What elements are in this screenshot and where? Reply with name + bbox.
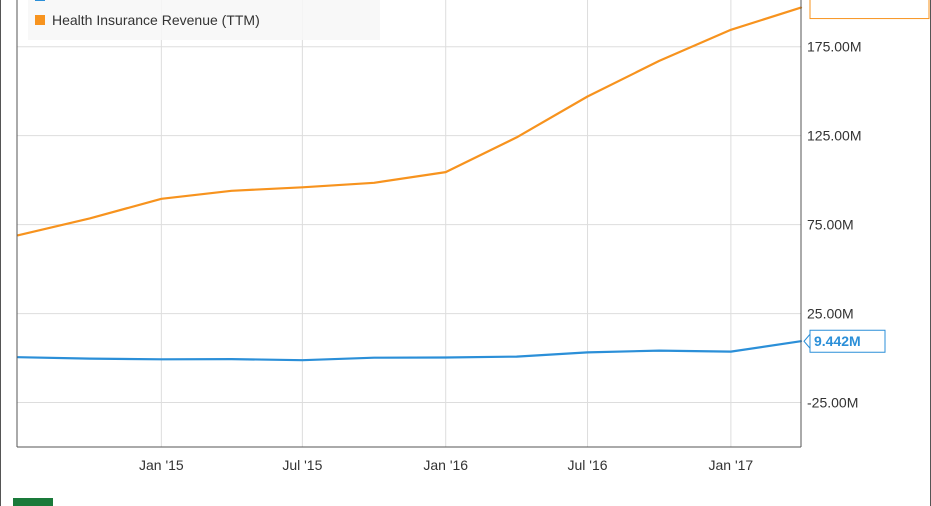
x-tick-label: Jan '16 bbox=[423, 457, 468, 473]
y-tick-label: 25.00M bbox=[807, 306, 854, 322]
grid-lines bbox=[17, 0, 801, 447]
last-value-box bbox=[809, 329, 886, 353]
y-axis-ticks: 175.00M 125.00M 75.00M 25.00M -25.00M bbox=[807, 39, 861, 411]
ycharts-logo-icon bbox=[13, 498, 53, 506]
x-tick-label: Jan '15 bbox=[139, 457, 184, 473]
y-tick-label: -25.00M bbox=[807, 395, 858, 411]
y-tick-label: 125.00M bbox=[807, 128, 861, 144]
last-value-labels: 9.442M bbox=[803, 0, 930, 353]
y-tick-label: 75.00M bbox=[807, 217, 854, 233]
series-lines bbox=[16, 6, 803, 362]
legend-box bbox=[28, 0, 380, 40]
legend-label: Health Insurance Revenue (TTM) bbox=[52, 12, 260, 28]
x-tick-label: Jul '16 bbox=[568, 457, 608, 473]
x-tick-label: Jan '17 bbox=[709, 457, 754, 473]
x-tick-label: Jul '15 bbox=[282, 457, 322, 473]
legend-swatch bbox=[35, 0, 45, 1]
legend-swatch bbox=[35, 15, 45, 25]
legend: Health Insurance Revenue (TTM) bbox=[28, 0, 380, 40]
x-axis-ticks: Jan '15 Jul '15 Jan '16 Jul '16 Jan '17 bbox=[139, 457, 753, 473]
last-value-label: 9.442M bbox=[814, 333, 861, 349]
series-line-1 bbox=[16, 340, 803, 362]
last-value-box bbox=[809, 0, 930, 20]
y-tick-label: 175.00M bbox=[807, 39, 861, 55]
series-line-0 bbox=[16, 6, 803, 237]
